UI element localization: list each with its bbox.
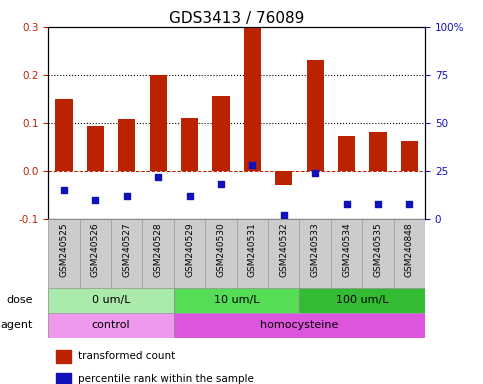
- Point: [92, 197, 99, 203]
- Text: GSM240533: GSM240533: [311, 222, 320, 277]
- Text: agent: agent: [0, 320, 33, 331]
- Bar: [299, 219, 331, 288]
- Bar: [213, 96, 229, 171]
- Text: transformed count: transformed count: [78, 351, 176, 361]
- Text: GSM240527: GSM240527: [122, 222, 131, 277]
- Text: homocysteine: homocysteine: [260, 320, 339, 331]
- Point: [249, 162, 256, 168]
- Bar: [244, 27, 261, 171]
- Point: [343, 200, 351, 207]
- Text: 0 um/L: 0 um/L: [92, 295, 130, 306]
- Bar: [118, 119, 135, 171]
- Bar: [48, 219, 80, 288]
- Point: [60, 187, 68, 193]
- Bar: [80, 219, 111, 288]
- Text: 10 um/L: 10 um/L: [214, 295, 259, 306]
- Bar: [338, 136, 355, 171]
- Bar: [174, 219, 205, 288]
- Bar: [56, 99, 72, 171]
- Text: 100 um/L: 100 um/L: [336, 295, 388, 306]
- Bar: [307, 61, 324, 171]
- Bar: [275, 171, 292, 185]
- Text: GSM240535: GSM240535: [373, 222, 383, 277]
- Point: [155, 174, 162, 180]
- Point: [123, 193, 130, 199]
- Bar: [87, 126, 104, 171]
- Text: GSM240532: GSM240532: [279, 222, 288, 277]
- Bar: [174, 288, 299, 313]
- Text: GSM240525: GSM240525: [59, 222, 69, 277]
- Point: [186, 193, 194, 199]
- Text: GSM240529: GSM240529: [185, 222, 194, 277]
- Text: GSM240531: GSM240531: [248, 222, 257, 277]
- Text: GSM240528: GSM240528: [154, 222, 163, 277]
- Bar: [237, 219, 268, 288]
- Bar: [331, 219, 362, 288]
- Bar: [299, 288, 425, 313]
- Point: [280, 212, 288, 218]
- Text: GSM240530: GSM240530: [216, 222, 226, 277]
- Bar: [56, 373, 71, 384]
- Bar: [401, 141, 418, 171]
- Text: dose: dose: [6, 295, 33, 306]
- Bar: [362, 219, 394, 288]
- Bar: [181, 118, 198, 171]
- Title: GDS3413 / 76089: GDS3413 / 76089: [169, 11, 304, 26]
- Bar: [150, 75, 167, 171]
- Point: [312, 170, 319, 176]
- Bar: [111, 219, 142, 288]
- Text: percentile rank within the sample: percentile rank within the sample: [78, 374, 255, 384]
- Text: control: control: [92, 320, 130, 331]
- Bar: [369, 132, 386, 171]
- Bar: [205, 219, 237, 288]
- Point: [217, 181, 225, 187]
- Text: GSM240848: GSM240848: [405, 222, 414, 277]
- Bar: [268, 219, 299, 288]
- Text: GSM240534: GSM240534: [342, 222, 351, 277]
- Point: [374, 200, 382, 207]
- Point: [406, 200, 413, 207]
- Bar: [174, 313, 425, 338]
- Bar: [48, 313, 174, 338]
- Bar: [394, 219, 425, 288]
- Bar: [142, 219, 174, 288]
- Bar: [48, 288, 174, 313]
- Bar: [56, 350, 71, 362]
- Text: GSM240526: GSM240526: [91, 222, 100, 277]
